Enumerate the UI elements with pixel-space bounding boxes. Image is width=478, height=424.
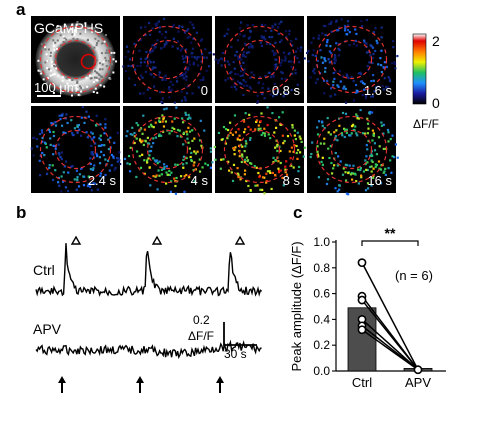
tile-frame: 8 s [213,106,306,195]
y-tick-label: 0.8 [313,261,330,275]
scale-amp-unit: ΔF/F [188,329,214,343]
colorbar-max-label: 2 [432,33,440,49]
significance-bracket [361,240,419,246]
y-tick-label: 0.0 [313,364,330,378]
ctrl-point [357,258,367,268]
frame-time-label: 0.8 s [272,83,301,98]
y-tick-label: 0.4 [313,312,330,326]
panel-a-letter: a [16,0,26,19]
y-tick-label: 1.0 [313,235,330,249]
tile-grayscale: GCaMPHS 100 μm [31,16,120,103]
significance-stars: ** [385,225,396,241]
event-arrow-marker [58,376,66,393]
x-tick-label: APV [405,375,431,390]
apv-label: APV [33,321,62,337]
paired-line [361,299,419,371]
y-tick-label: 0.6 [313,287,330,301]
peak-amplitude-chart: 0.0 0.2 0.4 0.6 0.8 1.0 Peak amplitude (ΔF/F) C… [289,225,446,390]
tile-frame: 0.8 s [214,16,306,104]
frame-time-label: 2.4 s [88,173,117,188]
y-tick-label: 0.2 [313,338,330,352]
peak-triangle-marker [70,235,82,245]
colorbar-unit-label: ΔF/F [413,117,439,131]
indicator-label: GCaMPHS [34,20,103,36]
event-arrow-marker [216,376,224,393]
apv-point [413,365,423,375]
colorbar [412,33,427,105]
apv-trace-group: APV [33,321,262,393]
colorbar-min-label: 0 [432,95,440,111]
frame-time-label: 8 s [283,173,301,188]
tile-frame: 1.6 s [306,16,399,104]
scale-bar-label: 100 μm [34,80,78,95]
apv-trace [35,339,262,360]
panel-b-letter: b [16,203,27,222]
image-grid: GCaMPHS 100 μm 0 0.8 s 1.6 s 2.4 s 4 s 8 s 16 s [30,16,399,196]
paired-line [361,262,419,371]
trace-scale-bar: 0.2 ΔF/F 30 s [188,313,257,361]
frame-time-label: 4 s [191,173,209,188]
peak-triangle-marker [234,235,246,245]
tile-frame: 0 [122,16,215,105]
ctrl-trace [35,243,263,297]
peak-triangle-marker [151,235,163,245]
ctrl-point [357,325,367,335]
tile-frame: 2.4 s [30,106,122,193]
frame-time-label: 16 s [367,173,392,188]
ctrl-trace-group: Ctrl [33,235,263,297]
tile-frame: 16 s [307,106,399,196]
scale-amp-value: 0.2 [193,313,210,327]
paired-line [361,318,419,371]
sample-size-label: (n = 6) [395,268,433,283]
ctrl-point [357,295,367,305]
y-axis-label: Peak amplitude (ΔF/F) [289,241,304,371]
scale-time-label: 30 s [224,347,247,361]
x-tick-label: Ctrl [352,375,372,390]
panel-c-letter: c [293,203,303,222]
frame-time-label: 1.6 s [364,83,393,98]
paired-line [361,329,419,371]
frame-time-label: 0 [201,83,208,98]
ctrl-label: Ctrl [33,262,55,278]
tile-frame: 4 s [123,106,214,195]
event-arrow-marker [136,376,144,393]
